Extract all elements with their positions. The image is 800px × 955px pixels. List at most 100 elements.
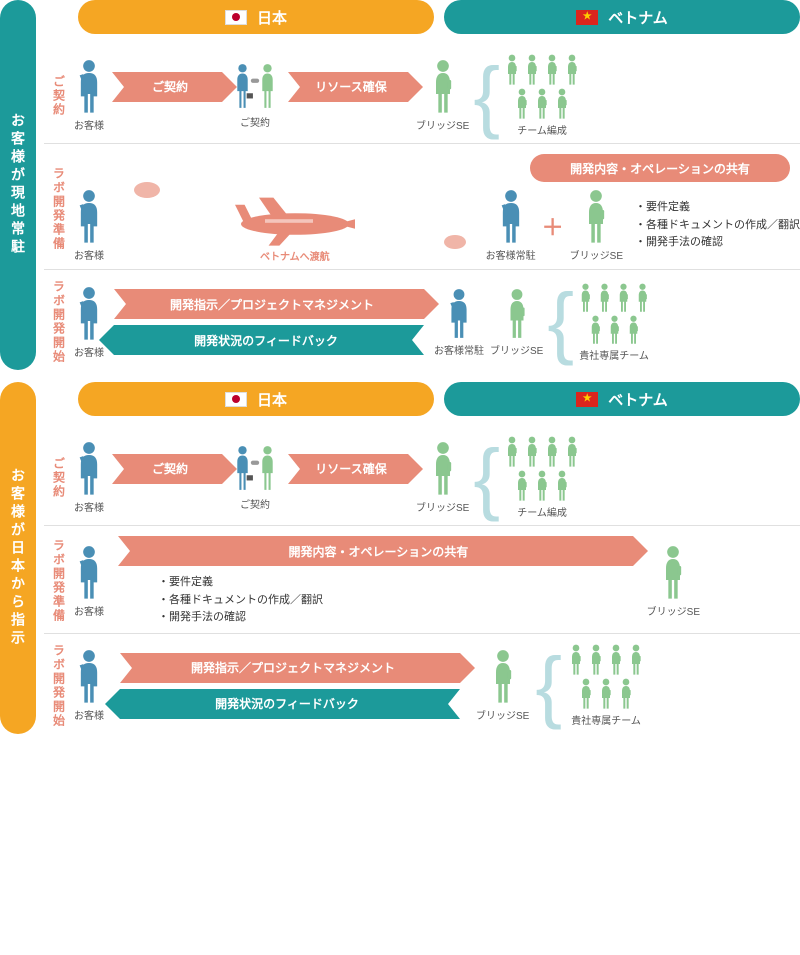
person-icon xyxy=(497,189,525,245)
team-grid xyxy=(504,54,580,120)
content: 日本 ベトナム ご契約 お客様 ご契約 ご契約 xyxy=(36,382,800,734)
flag-jp-icon xyxy=(225,10,247,25)
team-member-icon xyxy=(524,436,540,468)
country-label: ベトナム xyxy=(608,7,668,28)
team-member-icon xyxy=(608,644,624,676)
team-member-icon xyxy=(514,88,530,120)
country-label: 日本 xyxy=(257,7,287,28)
fig-label: お客様 xyxy=(74,707,104,722)
fig-label: ブリッジSE xyxy=(476,707,529,722)
team-member-icon xyxy=(514,470,530,502)
team-grid xyxy=(568,644,644,710)
row-body: お客様 開発指示／プロジェクトマネジメント 開発状況のフィードバック ブリッジS… xyxy=(74,644,800,728)
fig-label: ブリッジSE xyxy=(647,603,700,618)
row-start: ラボ開発開始 お客様 開発指示／プロジェクトマネジメント 開発状況のフィードバッ… xyxy=(44,270,800,370)
fig-label: お客様常駐 xyxy=(486,247,536,262)
flag-vn-icon xyxy=(576,10,598,25)
team-member-icon xyxy=(626,315,641,345)
team-member-icon xyxy=(578,283,593,313)
feedback-arrow: 開発状況のフィードバック xyxy=(114,325,424,355)
bullets: ・要件定義 ・各種ドキュメントの作成／翻訳 ・開発手法の確認 xyxy=(635,199,800,252)
team-member-icon xyxy=(628,644,644,676)
section-remote: お客様が日本から指示 日本 ベトナム ご契約 お客様 ご契約 xyxy=(0,382,800,734)
row-body: お客様 ご契約 ご契約 リソース確保 ブリッジSE { xyxy=(74,54,800,137)
handshake-icon xyxy=(230,62,280,112)
row-label: ラボ開発開始 xyxy=(44,644,74,728)
bullet: ・各種ドキュメントの作成／翻訳 xyxy=(158,592,633,610)
person-icon xyxy=(446,288,472,340)
fig-label: ブリッジSE xyxy=(570,247,623,262)
person-icon xyxy=(582,189,610,245)
content: 日本 ベトナム ご契約 お客様 ご契約 ご契約 xyxy=(36,0,800,370)
resource-arrow: リソース確保 xyxy=(288,72,408,102)
bridge-se-figure: ブリッジSE xyxy=(416,441,469,514)
share-pill: 開発内容・オペレーションの共有 xyxy=(530,154,790,182)
customer-figure: お客様 xyxy=(74,441,104,514)
person-icon xyxy=(429,59,457,115)
bullet: ・開発手法の確認 xyxy=(158,609,633,627)
person-icon xyxy=(75,189,103,245)
handshake-icon xyxy=(230,444,280,494)
team-member-icon xyxy=(564,436,580,468)
cloud-icon xyxy=(134,182,160,198)
brace-icon: { xyxy=(473,66,500,126)
fig-label: ブリッジSE xyxy=(490,342,543,357)
side-tab-onsite: お客様が現地常駐 xyxy=(0,0,36,370)
fig-label: お客様 xyxy=(74,247,104,262)
row-body: お客様 開発指示／プロジェクトマネジメント 開発状況のフィードバック お客様常駐… xyxy=(74,280,800,364)
team-grid xyxy=(578,283,650,345)
side-label: お客様が日本から指示 xyxy=(8,468,28,648)
row-prep: ラボ開発準備 開発内容・オペレーションの共有 お客様 ベトナムへ渡航 xyxy=(44,144,800,270)
team-member-icon xyxy=(607,315,622,345)
fig-label: ご契約 xyxy=(240,496,270,511)
team-member-icon xyxy=(578,678,594,710)
person-icon xyxy=(75,545,103,601)
row-contract: ご契約 お客様 ご契約 ご契約 リソース確保 ブリッジSE xyxy=(44,426,800,526)
person-icon xyxy=(75,649,103,705)
brace-icon: { xyxy=(547,292,574,352)
bullet: ・要件定義 xyxy=(635,199,800,217)
team-member-icon xyxy=(598,678,614,710)
team-member-icon xyxy=(635,283,650,313)
brace-icon: { xyxy=(535,656,562,716)
team-member-icon xyxy=(554,470,570,502)
customer-stay-figure: お客様常駐 xyxy=(434,288,484,357)
customer-stay-figure: お客様常駐 xyxy=(486,189,536,262)
feedback-arrow: 開発状況のフィードバック xyxy=(120,689,460,719)
person-icon xyxy=(75,441,103,497)
fig-label: お客様 xyxy=(74,117,104,132)
bridge-se-figure: ブリッジSE xyxy=(570,189,623,262)
contract-arrow: ご契約 xyxy=(112,454,222,484)
bullet: ・各種ドキュメントの作成／翻訳 xyxy=(635,217,800,235)
person-icon xyxy=(659,545,687,601)
row-body: お客様 開発内容・オペレーションの共有 ・要件定義 ・各種ドキュメントの作成／翻… xyxy=(74,536,800,627)
country-vietnam: ベトナム xyxy=(444,0,800,34)
bullets: ・要件定義 ・各種ドキュメントの作成／翻訳 ・開発手法の確認 xyxy=(158,574,633,627)
team-member-icon xyxy=(544,54,560,86)
handshake-figure: ご契約 xyxy=(230,444,280,511)
side-label: お客様が現地常駐 xyxy=(8,113,28,257)
team-grid xyxy=(504,436,580,502)
person-icon xyxy=(429,441,457,497)
bridge-se-figure: ブリッジSE xyxy=(490,288,543,357)
country-row: 日本 ベトナム xyxy=(44,0,800,34)
customer-figure: お客様 xyxy=(74,545,104,618)
bridge-se-figure: ブリッジSE xyxy=(416,59,469,132)
team-figure: 貴社専属チーム xyxy=(568,644,644,727)
team-figure: チーム編成 xyxy=(504,436,580,519)
flag-vn-icon xyxy=(576,392,598,407)
customer-figure: お客様 xyxy=(74,649,104,722)
row-label: ラボ開発準備 xyxy=(44,154,74,263)
country-label: ベトナム xyxy=(608,389,668,410)
team-member-icon xyxy=(524,54,540,86)
team-member-icon xyxy=(504,436,520,468)
fig-label: お客様 xyxy=(74,603,104,618)
customer-figure: お客様 xyxy=(74,189,104,262)
team-figure: チーム編成 xyxy=(504,54,580,137)
row-body: お客様 ご契約 ご契約 リソース確保 ブリッジSE { xyxy=(74,436,800,519)
brace-icon: { xyxy=(473,448,500,508)
team-member-icon xyxy=(554,88,570,120)
team-member-icon xyxy=(544,436,560,468)
country-row: 日本 ベトナム xyxy=(44,382,800,416)
resource-arrow: リソース確保 xyxy=(288,454,408,484)
